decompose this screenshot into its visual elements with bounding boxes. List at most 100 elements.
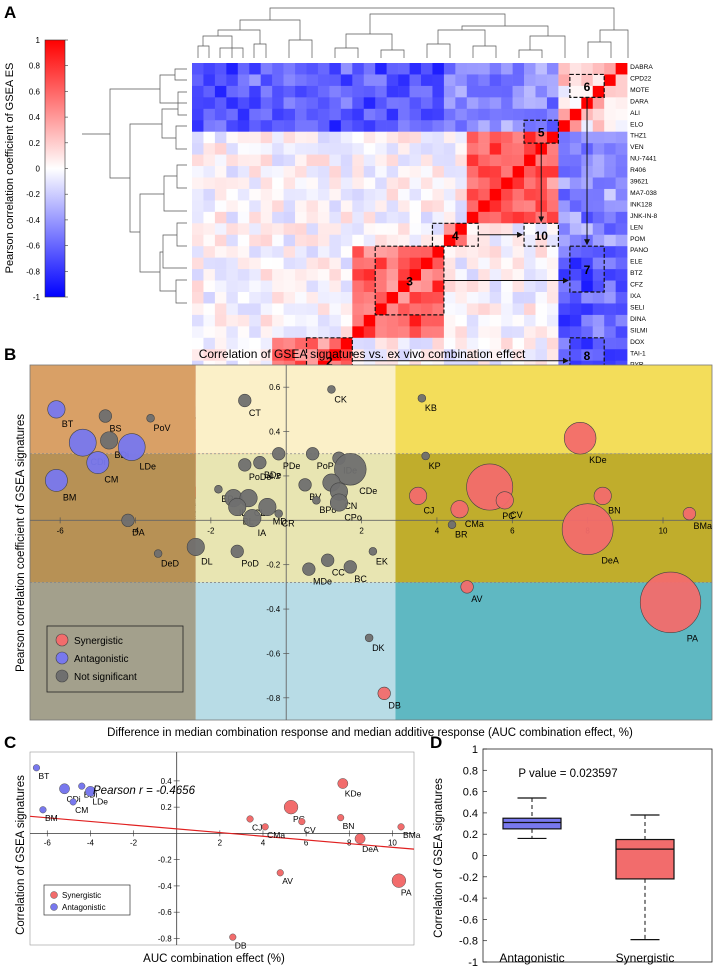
colorbar-tick-label: -0.2 xyxy=(26,190,40,199)
heatmap-cell xyxy=(203,337,216,350)
heatmap-cell xyxy=(409,85,422,98)
heatmap-cell xyxy=(569,246,582,258)
heatmap-cell xyxy=(455,280,468,293)
heatmap-cell xyxy=(443,337,456,350)
heatmap-cell xyxy=(443,166,456,178)
heatmap-cell xyxy=(558,74,571,87)
heatmap-cell xyxy=(363,154,376,167)
x-tick-label: 4 xyxy=(261,838,266,847)
y-tick-label: -0.2 xyxy=(459,872,478,884)
heatmap-cell xyxy=(203,269,216,281)
colorbar-tick-label: 0 xyxy=(36,165,41,174)
heatmap-cell xyxy=(569,326,582,339)
quadrant xyxy=(395,453,712,583)
heatmap-cell xyxy=(524,166,536,178)
heatmap-cell xyxy=(432,303,445,316)
heatmap-cell xyxy=(432,349,445,361)
y-tick-label: 0.2 xyxy=(269,472,281,481)
heatmap-cell xyxy=(317,154,330,167)
dendrogram-branch xyxy=(437,29,486,46)
heatmap-cell xyxy=(443,223,456,236)
heatmap-cell xyxy=(340,314,353,327)
heatmap-cell xyxy=(295,74,307,87)
heatmap-cell xyxy=(203,234,216,247)
heatmap-cell xyxy=(237,63,250,75)
point-not_significant xyxy=(421,451,430,461)
heatmap-cell xyxy=(455,63,468,75)
point-label: KP xyxy=(429,461,441,471)
heatmap-cell xyxy=(375,211,387,224)
heatmap-cell xyxy=(466,326,479,339)
heatmap-cell xyxy=(421,234,433,247)
heatmap-cell xyxy=(329,303,342,316)
heatmap-cell xyxy=(317,200,330,213)
heatmap-cell xyxy=(546,314,559,327)
heatmap-cell xyxy=(317,166,330,178)
heatmap-cell xyxy=(226,200,239,213)
heatmap-cell xyxy=(214,108,227,121)
heatmap-cell xyxy=(443,63,456,75)
heatmap-cell xyxy=(283,74,296,87)
heatmap-cell xyxy=(363,269,376,281)
dendrogram-branch xyxy=(472,45,497,58)
heatmap-cell xyxy=(340,349,353,361)
heatmap-cell xyxy=(272,292,284,304)
heatmap-cell xyxy=(615,177,628,190)
heatmap-cell xyxy=(340,188,353,201)
dendrogram-branch xyxy=(197,45,210,58)
heatmap-cell xyxy=(249,211,261,224)
heatmap-cell xyxy=(409,292,422,304)
heatmap-cell xyxy=(604,97,616,110)
heatmap-cell xyxy=(581,63,594,75)
heatmap-cell xyxy=(478,74,490,87)
point-label: PC xyxy=(293,814,305,824)
point-not_significant xyxy=(447,520,457,529)
heatmap-cell xyxy=(237,143,250,155)
cluster-box xyxy=(523,222,559,247)
heatmap-cell xyxy=(272,337,284,350)
heatmap-cell xyxy=(409,63,422,75)
heatmap-cell xyxy=(283,337,296,350)
heatmap-cell xyxy=(386,326,399,339)
row-label: DARA xyxy=(630,98,649,105)
heatmap-cell xyxy=(546,246,559,258)
heatmap-cell xyxy=(524,188,536,201)
heatmap-cell xyxy=(398,234,410,247)
heatmap-cell xyxy=(192,63,204,75)
heatmap-cell xyxy=(615,314,628,327)
heatmap-cell xyxy=(203,349,216,361)
heatmap-cell xyxy=(604,280,616,293)
heatmap-cell xyxy=(466,143,479,155)
point-antagonistic xyxy=(59,783,70,795)
heatmap-cell xyxy=(546,154,559,167)
heatmap-cell xyxy=(363,108,376,121)
row-label: ELO xyxy=(630,121,643,128)
dendrogram-branch xyxy=(587,41,612,58)
heatmap-cell xyxy=(214,303,227,316)
dendrogram-branch xyxy=(174,68,187,81)
cluster-label: 4 xyxy=(452,229,459,243)
heatmap-cell xyxy=(375,143,387,155)
heatmap-cell xyxy=(237,154,250,167)
heatmap-cell xyxy=(398,177,410,190)
heatmap-cell xyxy=(214,154,227,167)
heatmap-cell xyxy=(466,234,479,247)
heatmap-cell xyxy=(455,154,468,167)
heatmap-cell xyxy=(409,131,422,144)
heatmap-cell xyxy=(340,108,353,121)
heatmap-cell xyxy=(466,349,479,361)
heatmap-cell xyxy=(283,188,296,201)
heatmap-cell xyxy=(317,223,330,236)
x-tick-label: 2 xyxy=(359,526,364,535)
point-label: AV xyxy=(282,876,293,886)
heatmap-cell xyxy=(249,85,261,98)
heatmap-cell xyxy=(272,223,284,236)
x-tick-label: -6 xyxy=(57,526,65,535)
heatmap-cell xyxy=(295,177,307,190)
panel-label-c: C xyxy=(4,733,16,752)
cluster-box xyxy=(569,245,605,293)
point-synergistic xyxy=(246,815,254,823)
heatmap-cell xyxy=(306,269,319,281)
heatmap-cell xyxy=(272,314,284,327)
heatmap-cell xyxy=(443,177,456,190)
